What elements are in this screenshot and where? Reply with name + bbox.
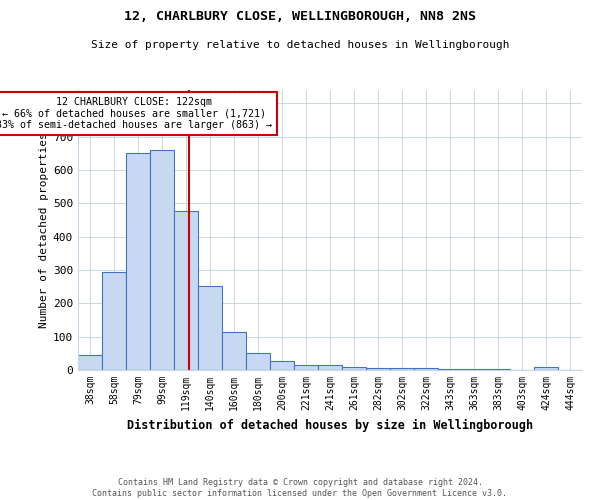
- Bar: [174, 212, 198, 370]
- Bar: [366, 368, 390, 370]
- Bar: [486, 369, 510, 370]
- X-axis label: Distribution of detached houses by size in Wellingborough: Distribution of detached houses by size …: [127, 418, 533, 432]
- Y-axis label: Number of detached properties: Number of detached properties: [39, 132, 49, 328]
- Bar: [150, 150, 174, 370]
- Bar: [294, 364, 318, 370]
- Bar: [78, 354, 102, 370]
- Text: 12 CHARLBURY CLOSE: 122sqm
← 66% of detached houses are smaller (1,721)
33% of s: 12 CHARLBURY CLOSE: 122sqm ← 66% of deta…: [0, 96, 272, 130]
- Text: Contains HM Land Registry data © Crown copyright and database right 2024.
Contai: Contains HM Land Registry data © Crown c…: [92, 478, 508, 498]
- Text: 12, CHARLBURY CLOSE, WELLINGBOROUGH, NN8 2NS: 12, CHARLBURY CLOSE, WELLINGBOROUGH, NN8…: [124, 10, 476, 23]
- Bar: [126, 153, 150, 370]
- Bar: [462, 368, 486, 370]
- Bar: [222, 332, 246, 370]
- Text: Size of property relative to detached houses in Wellingborough: Size of property relative to detached ho…: [91, 40, 509, 50]
- Bar: [414, 368, 438, 370]
- Bar: [270, 360, 294, 370]
- Bar: [438, 368, 462, 370]
- Bar: [342, 368, 366, 370]
- Bar: [534, 368, 558, 370]
- Bar: [246, 354, 270, 370]
- Bar: [198, 286, 222, 370]
- Bar: [390, 368, 414, 370]
- Bar: [318, 366, 342, 370]
- Bar: [102, 272, 126, 370]
